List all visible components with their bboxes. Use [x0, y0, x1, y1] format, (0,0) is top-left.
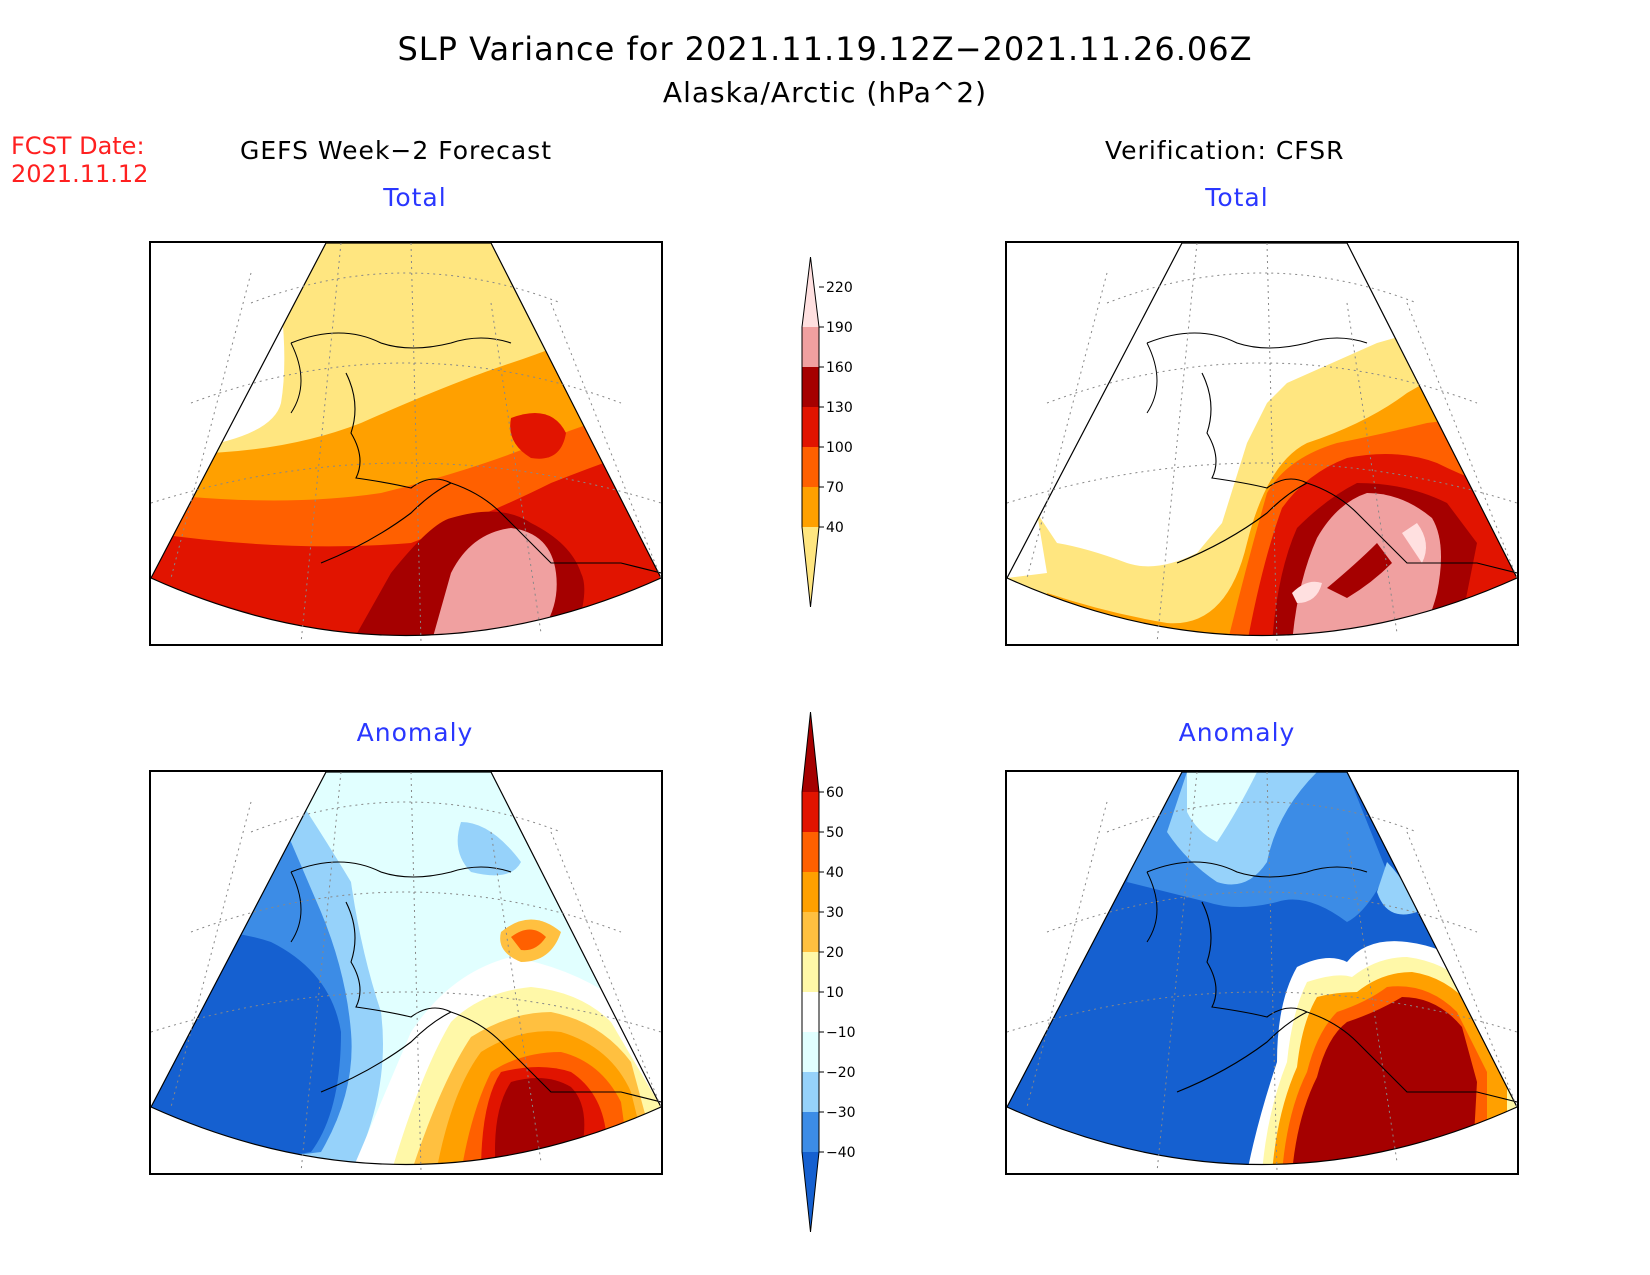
colorbar-swatch	[802, 487, 819, 527]
colorbar-tick-label: 100	[826, 440, 853, 456]
colorbar-tick-label: −10	[826, 1025, 856, 1041]
colorbar-total: 40 70 100 130 160 190 220	[801, 256, 853, 608]
figure-subtitle: Alaska/Arctic (hPa^2)	[662, 76, 988, 109]
map-panel-forecast-anomaly	[149, 770, 663, 1175]
colorbar-swatch	[802, 792, 819, 832]
map-panel-verification-total	[1005, 241, 1519, 646]
colorbar-tick-label: 40	[826, 520, 844, 536]
colorbar-swatch	[802, 712, 819, 792]
map-outline-and-grid	[151, 243, 661, 644]
colorbar-tick-label: 220	[826, 280, 853, 296]
colorbar-tick-label: −30	[826, 1105, 856, 1121]
colorbar-swatch	[802, 447, 819, 487]
colorbar-swatch	[802, 952, 819, 992]
colorbar-swatch	[802, 912, 819, 952]
forecast-date-label: FCST Date:	[11, 132, 145, 160]
colorbar-swatch	[802, 1112, 819, 1152]
panel-title-forecast-anomaly: Anomaly	[356, 718, 474, 747]
map-outline-and-grid	[151, 772, 661, 1173]
colorbar-swatch	[802, 407, 819, 447]
colorbar-swatch	[802, 872, 819, 912]
colorbar-tick-label: 20	[826, 945, 844, 961]
colorbar-swatch	[802, 1032, 819, 1072]
colorbar-tick-label: −40	[826, 1145, 856, 1161]
colorbar-tick-label: 130	[826, 400, 853, 416]
filled-contours	[1007, 772, 1517, 1165]
figure-title: SLP Variance for 2021.11.19.12Z−2021.11.…	[397, 30, 1253, 68]
colorbar-swatch	[802, 367, 819, 407]
colorbar-swatch	[802, 1152, 819, 1232]
colorbar-tick-label: 160	[826, 360, 853, 376]
colorbar-tick-label: 10	[826, 985, 844, 1001]
colorbar-tick-label: 30	[826, 905, 844, 921]
panel-title-verification-total: Total	[1205, 183, 1269, 212]
map-panel-forecast-total	[149, 241, 663, 646]
panel-title-verification-anomaly: Anomaly	[1178, 718, 1296, 747]
colorbar-tick-label: 40	[826, 865, 844, 881]
colorbar-tick-label: 50	[826, 825, 844, 841]
forecast-date-value: 2021.11.12	[11, 160, 149, 188]
map-panel-verification-anomaly	[1005, 770, 1519, 1175]
colorbar-swatch	[802, 527, 819, 607]
colorbar-swatch	[802, 327, 819, 367]
colorbar-tick-label: 70	[826, 480, 844, 496]
left-column-heading: GEFS Week−2 Forecast	[240, 136, 553, 165]
colorbar-swatch	[802, 1072, 819, 1112]
colorbar-swatch	[802, 832, 819, 872]
colorbar-anomaly: −40 −30 −20 −10 10 20 30 40 50 60	[801, 711, 856, 1233]
colorbar-tick-label: 190	[826, 320, 853, 336]
colorbar-tick-label: −20	[826, 1065, 856, 1081]
colorbar-swatch	[802, 257, 819, 327]
map-outline-and-grid	[1007, 243, 1517, 644]
panel-title-forecast-total: Total	[383, 183, 447, 212]
colorbar-tick-label: 60	[826, 785, 844, 801]
map-outline-and-grid	[1007, 772, 1517, 1173]
colorbar-swatch	[802, 992, 819, 1032]
right-column-heading: Verification: CFSR	[1105, 136, 1345, 165]
